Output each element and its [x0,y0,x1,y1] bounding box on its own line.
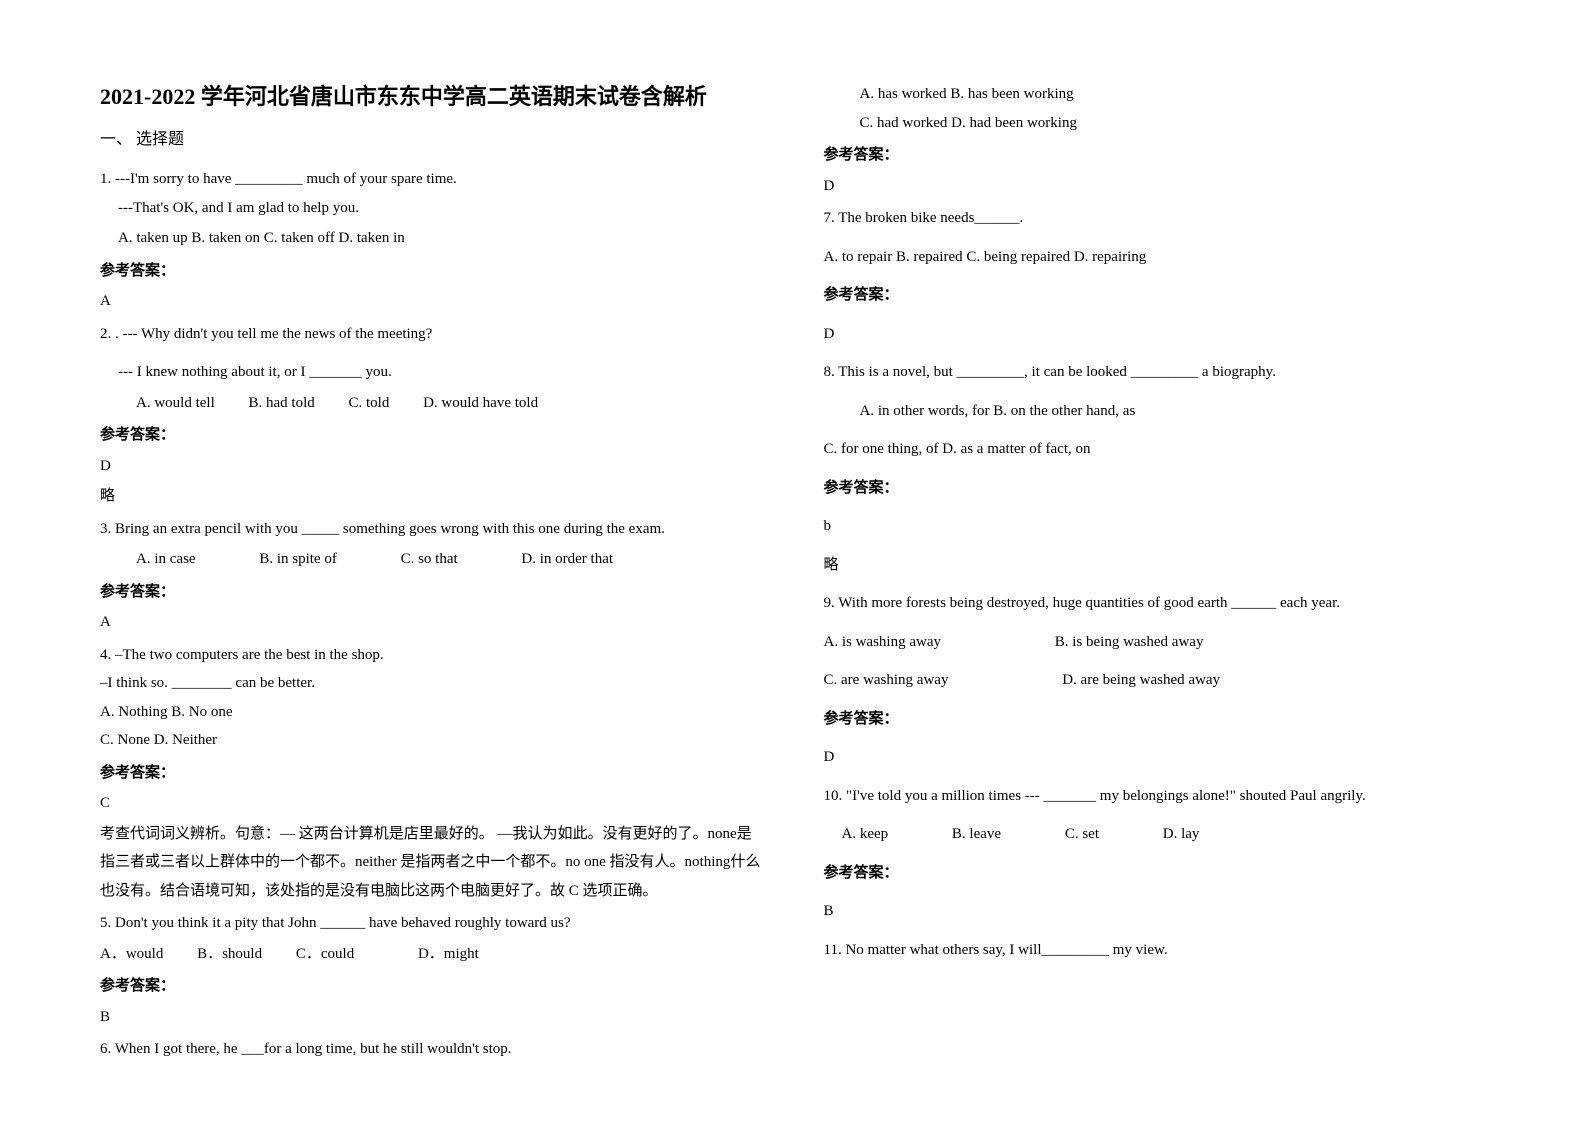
q8-answer: b [824,512,1488,541]
q1-line2: ---That's OK, and I am glad to help you. [100,194,764,223]
q6-answer-label: 参考答案： [824,141,1488,170]
q6-answer: D [824,172,1488,201]
q2-optC: C. told [349,389,390,418]
q3-answer-label: 参考答案： [100,578,764,607]
q3-optC: C. so that [401,545,458,574]
q1-line1: 1. ---I'm sorry to have _________ much o… [100,165,764,194]
q7-line1: 7. The broken bike needs______. [824,204,1488,233]
q8-line1: 8. This is a novel, but _________, it ca… [824,358,1488,387]
q3-line1: 3. Bring an extra pencil with you _____ … [100,515,764,544]
q5-optC: C．could [296,940,354,969]
q5-optA: A．would [100,940,163,969]
q1-answer-label: 参考答案： [100,257,764,286]
q9-options-row2: C. are washing away D. are being washed … [824,666,1488,695]
q8-optsAB: A. in other words, for B. on the other h… [824,397,1488,426]
q10-optA: A. keep [842,820,889,849]
q6-optsAB: A. has worked B. has been working [824,80,1488,109]
q10-answer-label: 参考答案： [824,859,1488,888]
q3-answer: A [100,608,764,637]
q5-options: A．would B．should C．could D．might [100,940,764,969]
q6-optsCD: C. had worked D. had been working [824,109,1488,138]
q9-line1: 9. With more forests being destroyed, hu… [824,589,1488,618]
q4-optsAB: A. Nothing B. No one [100,698,764,727]
q9-optB: B. is being washed away [1055,634,1204,650]
q10-optC: C. set [1065,820,1099,849]
q3-optD: D. in order that [521,551,613,567]
q2-answer: D [100,452,764,481]
q4-answer-label: 参考答案： [100,759,764,788]
q1-answer: A [100,287,764,316]
q8-optsCD: C. for one thing, of D. as a matter of f… [824,435,1488,464]
q10-optB: B. leave [952,820,1001,849]
q5-answer: B [100,1003,764,1032]
q9-optD: D. are being washed away [1062,672,1220,688]
q3-optB: B. in spite of [259,545,337,574]
q8-answer-label: 参考答案： [824,474,1488,503]
q4-line1: 4. –The two computers are the best in th… [100,641,764,670]
section-heading: 一、 选择题 [100,125,764,155]
q2-answer-label: 参考答案： [100,421,764,450]
q9-answer-label: 参考答案： [824,705,1488,734]
q2-line1: 2. . --- Why didn't you tell me the news… [100,320,764,349]
q2-optB: B. had told [249,389,315,418]
q2-omit: 略 [100,482,764,511]
q1-options: A. taken up B. taken on C. taken off D. … [100,224,764,253]
q3-optA: A. in case [136,545,196,574]
exam-title: 2021-2022 学年河北省唐山市东东中学高二英语期末试卷含解析 [100,80,764,113]
q2-optD: D. would have told [423,395,538,411]
q9-optC: C. are washing away [824,666,949,695]
q5-answer-label: 参考答案： [100,972,764,1001]
q4-line2: –I think so. ________ can be better. [100,669,764,698]
q7-answer-label: 参考答案： [824,281,1488,310]
q7-options: A. to repair B. repaired C. being repair… [824,243,1488,272]
q2-line2: --- I knew nothing about it, or I ______… [100,358,764,387]
q5-line1: 5. Don't you think it a pity that John _… [100,909,764,938]
q4-optsCD: C. None D. Neither [100,726,764,755]
q11-line1: 11. No matter what others say, I will___… [824,936,1488,965]
q2-options: A. would tell B. had told C. told D. wou… [100,389,764,418]
q10-line1: 10. "I've told you a million times --- _… [824,782,1488,811]
q7-answer: D [824,320,1488,349]
q3-options: A. in case B. in spite of C. so that D. … [100,545,764,574]
q2-optA: A. would tell [136,389,215,418]
q10-answer: B [824,897,1488,926]
q5-optD: D．might [418,946,479,962]
q9-optA: A. is washing away [824,628,941,657]
q4-answer: C [100,789,764,818]
q10-optD: D. lay [1163,826,1200,842]
q9-options-row1: A. is washing away B. is being washed aw… [824,628,1488,657]
q4-explain: 考查代词词义辨析。句意：— 这两台计算机是店里最好的。 —我认为如此。没有更好的… [100,820,764,906]
q5-optB: B．should [197,940,262,969]
q10-options: A. keep B. leave C. set D. lay [824,820,1488,849]
q8-omit: 略 [824,551,1488,580]
q9-answer: D [824,743,1488,772]
q6-line1: 6. When I got there, he ___for a long ti… [100,1035,764,1064]
